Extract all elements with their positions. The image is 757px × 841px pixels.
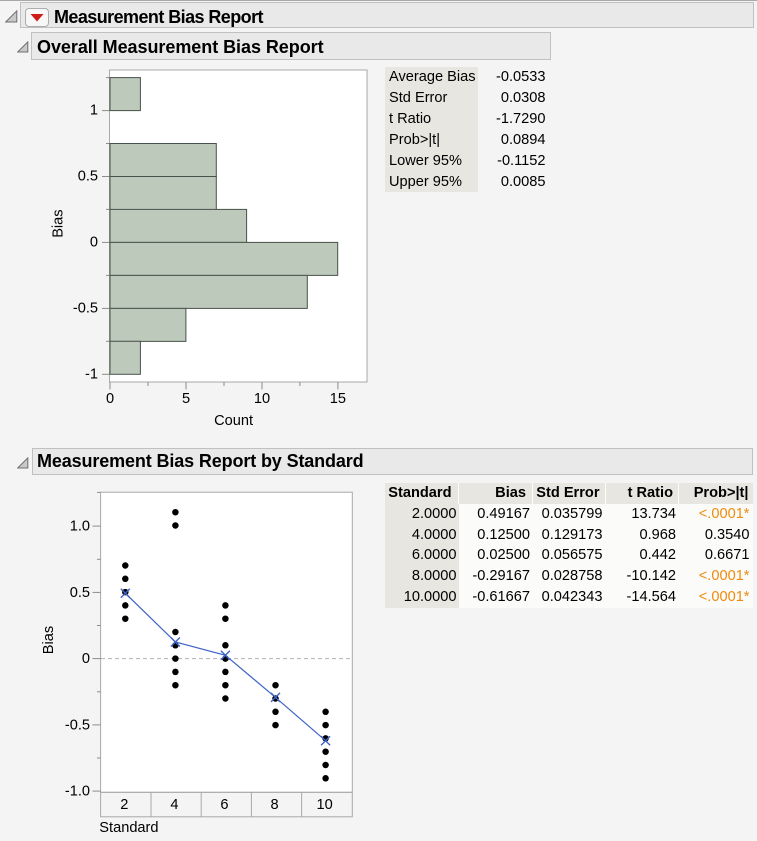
svg-text:10: 10 — [316, 797, 332, 813]
svg-text:0: 0 — [82, 651, 90, 667]
svg-text:-1: -1 — [85, 366, 98, 382]
svg-text:Count: Count — [214, 413, 253, 429]
svg-text:0: 0 — [106, 391, 114, 407]
svg-text:10: 10 — [254, 391, 270, 407]
svg-text:4: 4 — [170, 797, 178, 813]
svg-text:Bias: Bias — [51, 209, 67, 237]
svg-text:0.5: 0.5 — [78, 169, 98, 185]
svg-text:-0.5: -0.5 — [73, 300, 98, 316]
svg-text:5: 5 — [182, 391, 190, 407]
svg-text:1: 1 — [90, 103, 98, 119]
svg-text:15: 15 — [330, 391, 346, 407]
svg-text:Standard: Standard — [99, 820, 158, 836]
svg-text:Bias: Bias — [41, 626, 57, 654]
svg-text:6: 6 — [220, 797, 228, 813]
svg-text:0: 0 — [90, 234, 98, 250]
svg-text:-1.0: -1.0 — [65, 784, 90, 800]
svg-text:8: 8 — [270, 797, 278, 813]
svg-text:2: 2 — [120, 797, 128, 813]
svg-text:0.5: 0.5 — [70, 585, 90, 601]
svg-text:-0.5: -0.5 — [65, 717, 90, 733]
svg-text:1.0: 1.0 — [70, 519, 90, 535]
